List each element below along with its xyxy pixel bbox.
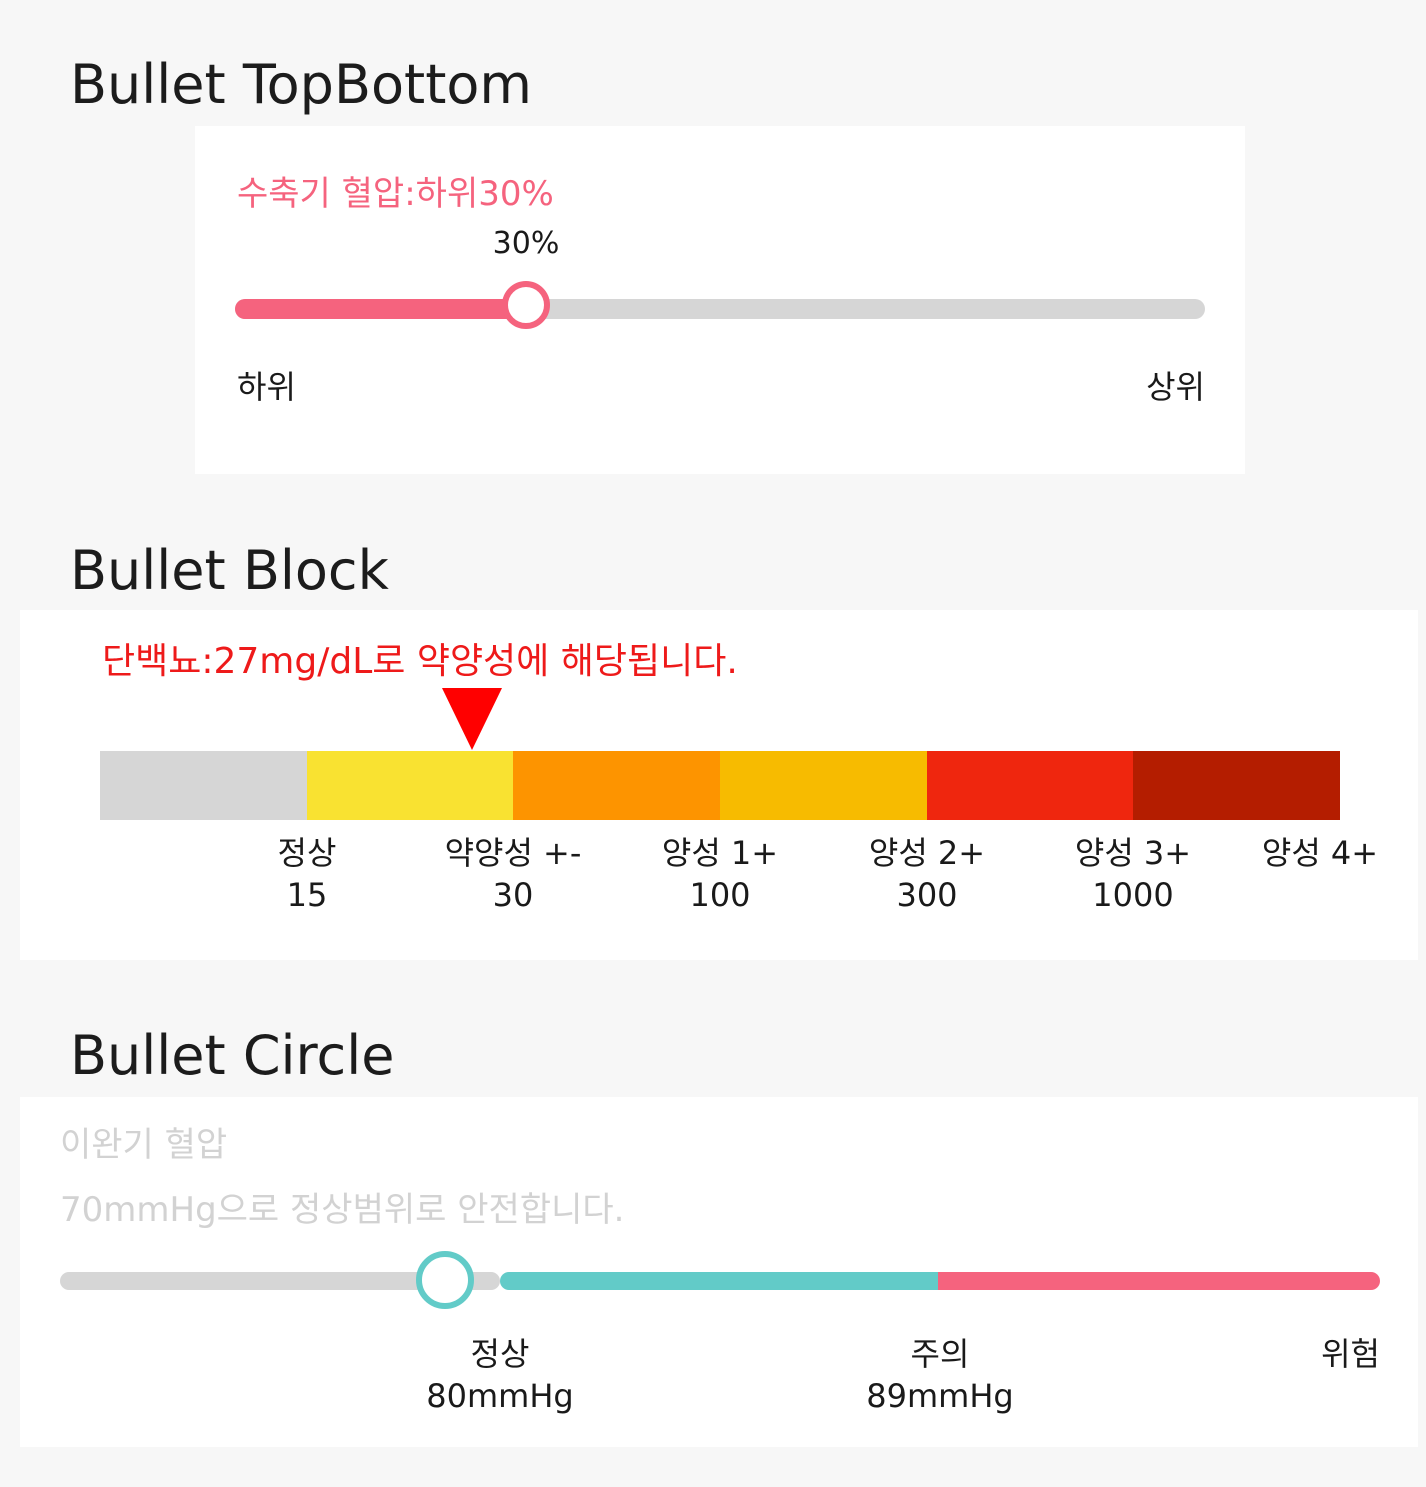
block-label-weak-positive: 약양성 +- 30 — [413, 832, 613, 916]
block-label-name: 양성 4+ — [1261, 834, 1379, 872]
block-segment-positive-4 — [1133, 751, 1341, 820]
block-label-name: 양성 1+ — [661, 834, 779, 872]
block-label-positive-1: 양성 1+ 100 — [620, 832, 820, 916]
topbottom-title: 수축기 혈압:하위30% — [237, 174, 554, 214]
topbottom-value-label: 30% — [492, 226, 560, 261]
circle-label-name: 정상 — [470, 1335, 530, 1373]
block-label-positive-2: 양성 2+ 300 — [827, 832, 1027, 916]
block-segment-positive-1 — [513, 751, 721, 820]
circle-label-normal: 정상 80mmHg — [380, 1333, 620, 1417]
topbottom-fill — [235, 299, 526, 319]
block-label-name: 정상 — [277, 834, 337, 872]
block-title: 단백뇨:27mg/dL로 약양성에 해당됩니다. — [102, 641, 738, 682]
circle-knob[interactable] — [416, 1251, 474, 1309]
circle-title: 이완기 혈압 — [60, 1125, 228, 1165]
circle-card: 이완기 혈압 70mmHg으로 정상범위로 안전합니다. 정상 80mmHg 주… — [20, 1097, 1418, 1447]
block-label-name: 양성 3+ — [1074, 834, 1192, 872]
block-label-positive-3: 양성 3+ 1000 — [1033, 832, 1233, 916]
circle-track-danger — [938, 1272, 1380, 1290]
section-title-topbottom: Bullet TopBottom — [70, 53, 533, 116]
circle-label-value: 89mmHg — [866, 1377, 1014, 1415]
section-title-circle: Bullet Circle — [70, 1024, 395, 1087]
block-label-value: 30 — [492, 876, 534, 914]
block-label-value: 300 — [896, 876, 958, 914]
block-label-normal: 정상 15 — [207, 832, 407, 916]
block-label-positive-4: 양성 4+ — [1220, 832, 1420, 874]
block-marker-triangle — [442, 688, 502, 750]
circle-track-below — [60, 1272, 500, 1290]
circle-label-danger: 위험 — [1140, 1333, 1380, 1375]
circle-label-name: 위험 — [1321, 1335, 1380, 1373]
block-segment-positive-3 — [926, 751, 1134, 820]
circle-label-caution: 주의 89mmHg — [820, 1333, 1060, 1417]
block-label-value: 15 — [286, 876, 328, 914]
block-segment-normal — [100, 751, 307, 820]
topbottom-low-label: 하위 — [237, 368, 296, 406]
block-card: 단백뇨:27mg/dL로 약양성에 해당됩니다. 정상 15 약양성 +- 30… — [20, 610, 1418, 960]
topbottom-card: 수축기 혈압:하위30% 30% 하위 상위 — [195, 126, 1245, 474]
block-label-value: 1000 — [1092, 876, 1174, 914]
block-label-value: 100 — [689, 876, 751, 914]
circle-label-value: 80mmHg — [426, 1377, 574, 1415]
circle-subtitle: 70mmHg으로 정상범위로 안전합니다. — [60, 1190, 625, 1230]
circle-track-normal — [500, 1272, 940, 1290]
section-title-block: Bullet Block — [70, 539, 389, 602]
topbottom-knob[interactable] — [502, 281, 550, 329]
block-segment-weak-positive — [306, 751, 514, 820]
topbottom-track — [235, 299, 1205, 319]
topbottom-high-label: 상위 — [1146, 368, 1205, 406]
circle-label-name: 주의 — [910, 1335, 970, 1373]
block-segment-positive-2 — [720, 751, 927, 820]
block-bar — [100, 751, 1341, 820]
block-label-name: 양성 2+ — [868, 834, 986, 872]
block-label-name: 약양성 +- — [444, 834, 582, 872]
